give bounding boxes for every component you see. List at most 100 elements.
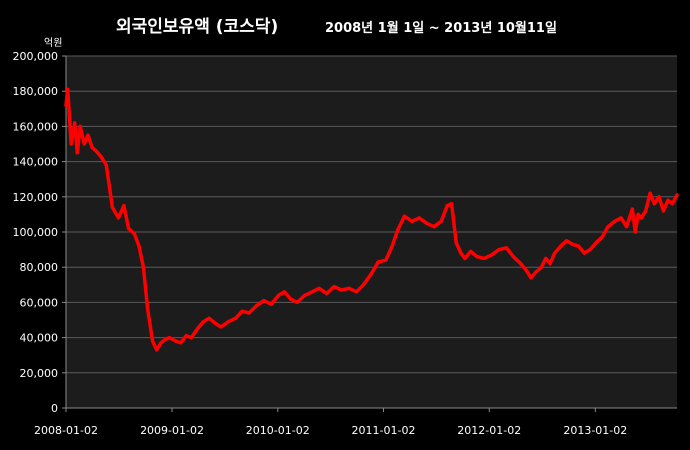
data-point — [666, 198, 670, 202]
y-tick-label: 60,000 — [20, 296, 59, 309]
data-point — [288, 297, 293, 301]
x-tick-label: 2008-01-02 — [34, 424, 98, 437]
data-point — [648, 191, 652, 195]
y-tick-label: 100,000 — [13, 226, 59, 239]
data-point — [295, 300, 299, 304]
data-point — [450, 202, 454, 206]
data-point — [559, 244, 563, 248]
data-point — [69, 142, 73, 146]
data-point — [347, 286, 351, 290]
data-point — [110, 205, 114, 209]
data-point — [613, 219, 617, 223]
data-point — [553, 251, 557, 255]
data-point — [417, 216, 421, 220]
data-point — [475, 255, 479, 259]
data-point — [78, 124, 82, 128]
chart-title: 외국인보유액 (코스닥) — [116, 17, 278, 37]
x-tick-label: 2009-01-02 — [140, 424, 204, 437]
data-point — [317, 286, 321, 290]
data-point — [410, 219, 414, 223]
y-tick-label: 80,000 — [20, 261, 59, 274]
data-point — [184, 334, 188, 338]
y-axis-unit-label: 억원 — [44, 37, 62, 49]
data-point — [90, 145, 94, 150]
data-point — [633, 230, 637, 234]
data-point — [159, 341, 163, 345]
y-axis-ticks: 200,000 180,000 160,000 140,000 120,000 100,0… — [13, 50, 66, 415]
data-point — [262, 299, 266, 303]
data-point — [482, 256, 486, 260]
data-point — [189, 336, 193, 340]
data-point — [163, 337, 167, 341]
data-point — [137, 244, 141, 248]
data-point — [179, 341, 183, 345]
data-point — [432, 225, 436, 229]
y-tick-label: 200,000 — [13, 50, 59, 63]
data-point — [490, 253, 494, 257]
data-point — [529, 276, 533, 280]
data-point — [454, 241, 458, 245]
data-point — [64, 103, 68, 107]
data-point — [445, 204, 449, 208]
data-point — [511, 255, 515, 259]
data-point — [594, 241, 598, 245]
data-point — [630, 207, 635, 211]
data-point — [625, 225, 629, 229]
data-point — [73, 121, 77, 125]
data-point — [548, 262, 552, 266]
x-tick-label: 2010-01-02 — [246, 424, 310, 437]
y-tick-label: 40,000 — [20, 332, 59, 345]
data-point — [361, 283, 366, 287]
data-point — [565, 239, 569, 243]
data-point — [519, 262, 523, 266]
x-tick-label: 2013-01-02 — [563, 424, 627, 437]
data-point — [459, 251, 463, 255]
y-tick-label: 120,000 — [13, 191, 59, 204]
data-point — [174, 339, 178, 343]
data-point — [146, 307, 150, 311]
data-point — [439, 219, 443, 223]
data-point — [151, 339, 155, 343]
data-point — [116, 216, 120, 220]
data-point — [606, 225, 610, 229]
data-point — [396, 228, 400, 232]
y-tick-label: 180,000 — [13, 85, 59, 98]
data-point — [277, 293, 281, 297]
x-axis-ticks: 2008-01-02 2009-01-02 2010-01-02 2011-01-02… — [34, 408, 627, 437]
data-point — [504, 246, 508, 250]
data-point — [355, 290, 359, 294]
y-tick-label: 140,000 — [13, 156, 59, 169]
data-point — [497, 248, 501, 252]
y-tick-label: 0 — [51, 402, 58, 415]
data-point — [600, 235, 604, 239]
data-point — [201, 320, 205, 324]
data-point — [570, 242, 575, 246]
data-point — [254, 304, 258, 308]
data-point — [544, 256, 548, 260]
data-point — [339, 288, 344, 292]
data-point — [82, 142, 86, 146]
data-point — [310, 290, 314, 294]
data-point — [75, 151, 79, 155]
data-point — [94, 149, 98, 153]
data-point — [104, 163, 108, 167]
data-point — [66, 87, 70, 91]
data-point — [376, 260, 380, 264]
data-point — [469, 249, 473, 253]
data-point — [657, 195, 661, 199]
data-point — [234, 316, 238, 320]
data-point — [661, 209, 666, 213]
data-point — [167, 336, 171, 340]
x-tick-label: 2012-01-02 — [457, 424, 521, 437]
data-point — [619, 216, 623, 220]
y-tick-label: 160,000 — [13, 120, 59, 133]
data-point — [303, 293, 307, 297]
data-point — [213, 321, 218, 326]
data-point — [644, 209, 648, 213]
data-point — [247, 311, 251, 315]
data-point — [207, 316, 211, 320]
data-point — [226, 320, 230, 324]
data-point — [155, 348, 159, 352]
